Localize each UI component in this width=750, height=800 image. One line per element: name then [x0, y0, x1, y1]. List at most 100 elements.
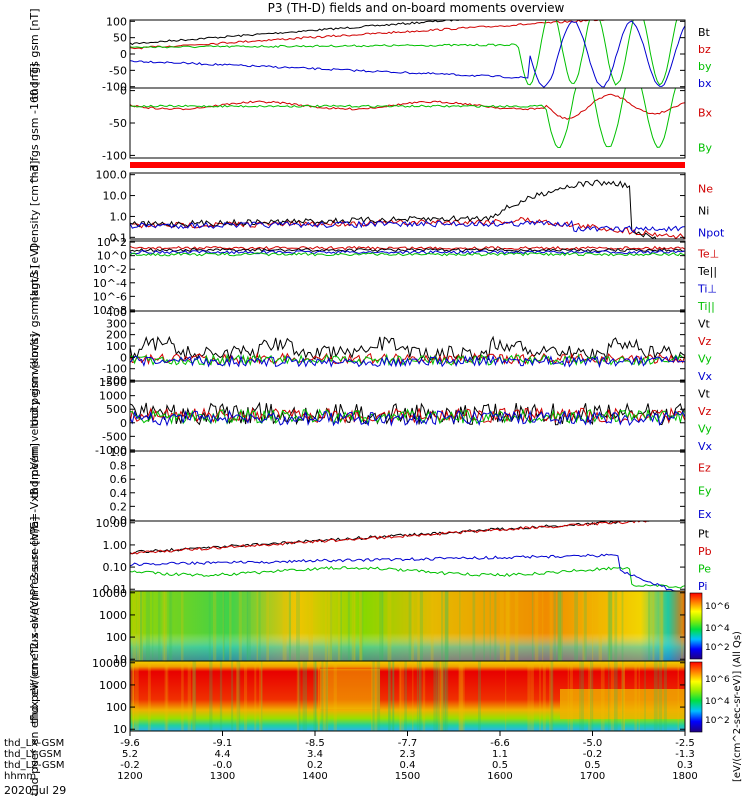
time-row-value: 2.3 — [400, 749, 416, 760]
heatmap-streak — [440, 661, 444, 731]
heatmap-streak — [371, 661, 374, 731]
heatmap-streak — [494, 591, 497, 661]
series-group — [130, 179, 685, 239]
y-tick-label: 10.00 — [96, 517, 128, 530]
y-tick-label: 0.10 — [103, 561, 128, 574]
heatmap-streak — [557, 591, 561, 661]
heatmap-streak — [327, 591, 329, 661]
heatmap-streak — [558, 591, 562, 661]
heatmap-streak — [416, 661, 419, 731]
y-tick-label: 100 — [106, 631, 127, 644]
heatmap-streak — [223, 591, 225, 661]
heatmap-streak — [311, 591, 313, 661]
panel-frame — [129, 520, 686, 592]
heatmap-streak — [212, 591, 217, 661]
heatmap-streak — [419, 591, 423, 661]
heatmap-streak — [381, 591, 384, 661]
heatmap-streak — [638, 661, 640, 731]
heatmap-streak — [417, 591, 420, 661]
heatmap-streak — [600, 661, 605, 731]
series-group — [130, 521, 685, 591]
heatmap-streak — [328, 591, 332, 661]
y-tick-label: 100.0 — [96, 169, 128, 182]
heatmap-streak — [623, 661, 625, 731]
y-tick-label: 10000 — [92, 587, 127, 600]
heatmap-streak — [608, 591, 612, 661]
y-axis-title: thd fgs gsm [nT] — [28, 8, 41, 99]
y-tick-label: 0 — [120, 351, 127, 364]
colorbar-tick: 10^4 — [705, 697, 730, 707]
legend-ez: Ez — [698, 461, 711, 474]
heatmap-streak — [326, 661, 329, 731]
heatmap-streak — [297, 661, 301, 731]
heatmap-streak — [136, 591, 141, 661]
series-pe-line — [130, 565, 685, 589]
y-tick-label: -1000 — [95, 444, 127, 457]
time-row-value: -9.1 — [213, 738, 233, 749]
heatmap-streak — [314, 661, 317, 731]
y-tick-label: 0.4 — [110, 487, 128, 500]
heatmap-streak — [608, 591, 611, 661]
heatmap-streak — [170, 591, 173, 661]
legend-by: by — [698, 60, 712, 73]
time-row-value: -6.6 — [490, 738, 510, 749]
heatmap-streak — [489, 591, 491, 661]
time-row-value: 4.4 — [215, 749, 231, 760]
y-tick-label: 100 — [106, 15, 127, 28]
y-tick-label: 10^0 — [97, 250, 127, 263]
heatmap-streak — [392, 661, 395, 731]
heatmap-streak — [288, 591, 291, 661]
heatmap-streak — [458, 661, 462, 731]
legend-ni: Ni — [698, 204, 709, 217]
time-row-value: -0.2 — [583, 749, 603, 760]
heatmap-streak — [404, 661, 407, 731]
heatmap-streak — [296, 591, 300, 661]
y-tick-label: 0 — [120, 85, 127, 98]
heatmap-streak — [266, 591, 269, 661]
time-row-value: 1800 — [672, 771, 697, 782]
heatmap-streak — [130, 661, 133, 731]
heatmap-streak — [614, 591, 618, 661]
y-tick-label: 300 — [106, 317, 127, 330]
heatmap-streak — [441, 661, 445, 731]
time-row-value: 5.2 — [122, 749, 138, 760]
heatmap-streak — [411, 591, 414, 661]
y-tick-label: -500 — [102, 430, 127, 443]
heatmap-streak — [333, 661, 337, 731]
time-row-value: 0.5 — [492, 760, 508, 771]
heatmap-streak — [530, 661, 534, 731]
chart-panel-4: 10^210^010^-210^-410^-610^-8 magt3 [eV] Te… — [28, 236, 719, 317]
heatmap-streak — [261, 661, 263, 731]
heatmap-streak — [132, 661, 135, 731]
heatmap-streak — [580, 661, 584, 731]
y-axis-title: thd peer en eflux eV/(cm^2-s-sr-eV) — [28, 596, 41, 795]
y-tick-label: 1.0 — [110, 446, 128, 459]
series-pt-line — [130, 521, 653, 555]
legend-bx: bx — [698, 77, 712, 90]
y-tick-label: -200 — [102, 374, 127, 387]
heatmap-streak — [419, 661, 422, 731]
heatmap-streak — [321, 661, 324, 731]
heatmap-streak — [317, 661, 320, 731]
y-tick-label: 1000 — [99, 679, 127, 692]
y-tick-label: 0.6 — [110, 473, 128, 486]
heatmap-streak — [164, 591, 167, 661]
heatmap-streak — [231, 661, 234, 731]
y-tick-label: 10 — [113, 653, 127, 666]
heatmap-streak — [644, 661, 646, 731]
y-tick-label: -100 — [102, 81, 127, 94]
y-tick-label: 400 — [106, 306, 127, 319]
heatmap-streak — [322, 661, 327, 731]
heatmap-streak — [359, 591, 362, 661]
heatmap-streak — [132, 591, 136, 661]
heatmap-streak — [374, 661, 378, 731]
series-pi-line — [130, 553, 677, 591]
heatmap-streak — [162, 591, 165, 661]
heatmap-streak — [459, 661, 464, 731]
heatmap-streak — [445, 661, 449, 731]
heatmap-streak — [236, 661, 239, 731]
heatmap-streak — [592, 591, 594, 661]
series-by-line — [130, 20, 678, 86]
series-vz-line — [130, 406, 685, 425]
time-row-value: 1500 — [395, 771, 420, 782]
